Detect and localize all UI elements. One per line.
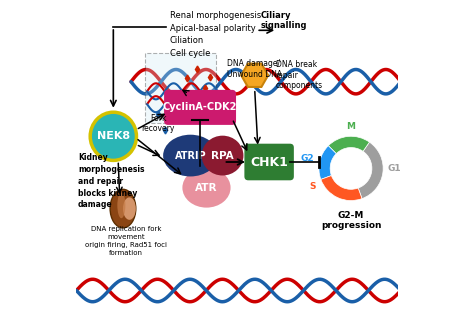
Text: Renal morphogenesis
Apical-basal polarity
Ciliation
Cell cycle: Renal morphogenesis Apical-basal polarit… (170, 11, 261, 58)
Wedge shape (358, 142, 383, 199)
Text: DNA damage/
Unwound DNA: DNA damage/ Unwound DNA (228, 59, 283, 79)
Text: DNA break
repair
components: DNA break repair components (275, 60, 323, 90)
Ellipse shape (182, 168, 230, 208)
Ellipse shape (123, 197, 136, 220)
Wedge shape (328, 136, 369, 154)
Ellipse shape (201, 136, 244, 176)
Text: Kidney
morphogenesis
and repair
blocks kidney
damage: Kidney morphogenesis and repair blocks k… (78, 153, 145, 209)
Text: G1: G1 (387, 164, 401, 173)
Ellipse shape (118, 192, 126, 218)
FancyBboxPatch shape (164, 90, 236, 125)
Text: NEK8: NEK8 (97, 131, 130, 141)
Text: CHK1: CHK1 (250, 156, 288, 168)
Text: M: M (346, 122, 356, 131)
Ellipse shape (163, 135, 218, 177)
Text: Ciliary
signalling: Ciliary signalling (261, 11, 308, 30)
Text: ATR: ATR (195, 183, 218, 193)
Text: CyclinA-CDK2: CyclinA-CDK2 (163, 102, 237, 112)
Wedge shape (319, 146, 336, 179)
Text: S: S (310, 181, 316, 191)
Text: ATRIP: ATRIP (174, 151, 206, 161)
Text: G2-M
progression: G2-M progression (321, 211, 381, 230)
Text: RPA: RPA (211, 151, 234, 161)
FancyBboxPatch shape (245, 144, 294, 180)
Text: Fork
recovery: Fork recovery (142, 114, 175, 133)
Wedge shape (321, 176, 362, 201)
FancyBboxPatch shape (146, 53, 216, 123)
Ellipse shape (110, 189, 136, 228)
Text: G2: G2 (301, 154, 314, 163)
Ellipse shape (90, 112, 137, 160)
Text: DNA replication fork
movement
origin firing, Rad51 foci
formation: DNA replication fork movement origin fir… (85, 226, 167, 256)
